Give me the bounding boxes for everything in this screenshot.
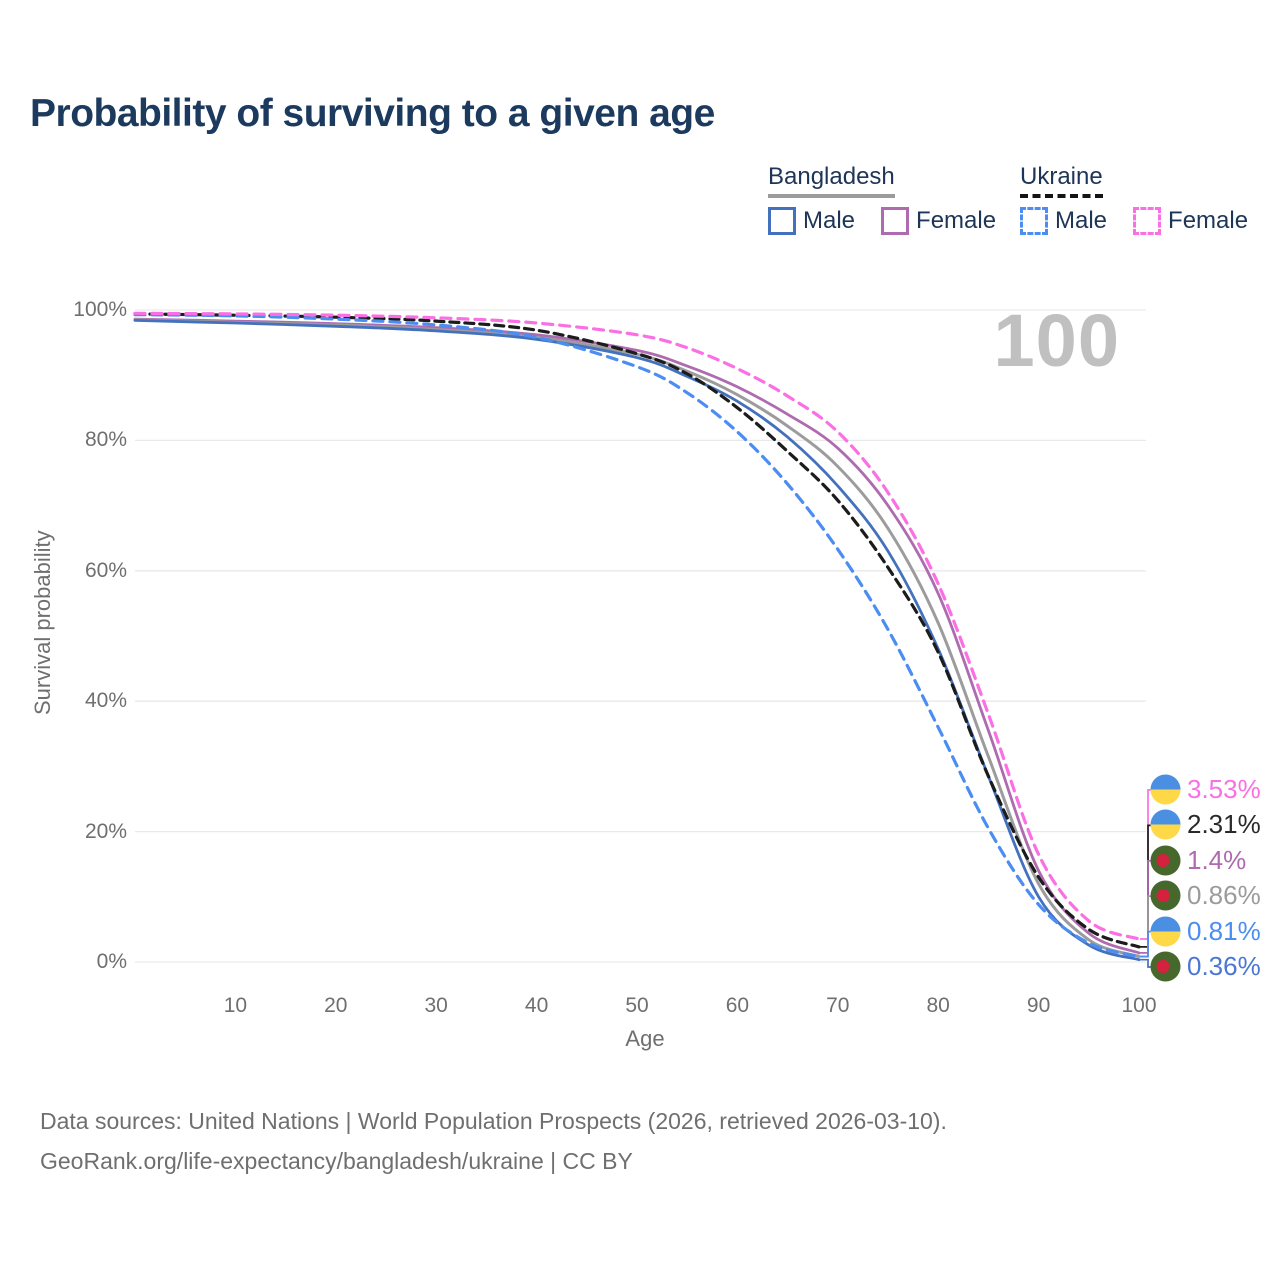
end-label-ukraine-both-sexes[interactable]: 2.31% xyxy=(1150,809,1261,840)
x-tick-label: 100 xyxy=(1121,994,1157,1017)
line-ukraine-both-sexes[interactable] xyxy=(133,312,1141,949)
legend-group-bangladesh: Bangladesh Male Female xyxy=(768,163,996,235)
ukraine-flag-icon xyxy=(1150,774,1181,805)
ukraine-flag-icon xyxy=(1150,916,1181,947)
legend-group-ukraine: Ukraine Male Female xyxy=(1020,163,1248,235)
solid-line-swatch-icon xyxy=(881,207,910,235)
dashed-line-swatch-icon xyxy=(1020,207,1048,235)
end-label-value: 0.81% xyxy=(1187,915,1261,946)
legend-item-label: Male xyxy=(1055,207,1108,234)
legend-item-label: Female xyxy=(1168,207,1249,234)
legend-item-ukraine-male[interactable]: Male xyxy=(1020,207,1107,235)
end-label-bangladesh-male[interactable]: 0.36% xyxy=(1150,951,1261,982)
bangladesh-flag-icon xyxy=(1150,951,1181,982)
end-label-value: 3.53% xyxy=(1187,774,1261,804)
x-tick-label: 90 xyxy=(1026,994,1051,1017)
legend-item-bangladesh-male[interactable]: Male xyxy=(768,207,855,235)
ukraine-flag-icon xyxy=(1150,809,1181,840)
x-tick-label: 30 xyxy=(424,994,448,1017)
legend-header-bangladesh[interactable]: Bangladesh xyxy=(768,163,895,198)
plot-area[interactable] xyxy=(135,310,1139,962)
y-tick-label: 40% xyxy=(84,689,127,713)
legend-item-bangladesh-female[interactable]: Female xyxy=(881,207,996,235)
legend-header-ukraine[interactable]: Ukraine xyxy=(1020,163,1103,198)
legend-items-bangladesh: Male Female xyxy=(768,207,996,235)
y-tick-label: 20% xyxy=(84,819,127,843)
source-url: GeoRank.org/life-expectancy/bangladesh/u… xyxy=(40,1148,633,1174)
x-axis-title: Age xyxy=(625,1026,665,1051)
end-label-value: 0.36% xyxy=(1187,951,1261,981)
y-tick-label: 100% xyxy=(73,298,127,321)
end-label-bangladesh-female[interactable]: 1.4% xyxy=(1150,845,1246,876)
hovered-age-watermark: 100 xyxy=(994,298,1120,383)
end-label-bangladesh-both-sexes[interactable]: 0.86% xyxy=(1150,880,1261,911)
end-label-value: 0.86% xyxy=(1187,880,1261,911)
data-sources-note: Data sources: United Nations | World Pop… xyxy=(40,1108,947,1134)
y-tick-label: 60% xyxy=(84,558,127,582)
x-tick-label: 70 xyxy=(826,994,850,1017)
end-label-ukraine-male[interactable]: 0.81% xyxy=(1150,916,1261,947)
y-tick-label: 80% xyxy=(84,428,127,452)
x-tick-label: 50 xyxy=(625,994,649,1017)
line-bangladesh-male[interactable] xyxy=(133,319,1141,962)
x-tick-label: 20 xyxy=(324,994,348,1017)
x-tick-label: 10 xyxy=(223,994,248,1017)
x-tick-label: 80 xyxy=(926,994,950,1017)
bangladesh-flag-icon xyxy=(1150,845,1181,876)
page-title: Probability of surviving to a given age xyxy=(30,92,715,135)
legend-item-ukraine-female[interactable]: Female xyxy=(1133,207,1248,235)
end-label-value: 2.31% xyxy=(1187,809,1261,840)
dashed-line-swatch-icon xyxy=(1133,207,1162,235)
line-ukraine-female[interactable] xyxy=(133,311,1141,941)
bangladesh-flag-icon xyxy=(1150,880,1181,911)
legend-item-label: Female xyxy=(916,207,997,234)
y-axis-title: Survival probability xyxy=(30,530,55,715)
x-tick-label: 40 xyxy=(524,994,549,1017)
x-tick-label: 60 xyxy=(725,994,750,1017)
end-label-value: 1.4% xyxy=(1187,844,1247,875)
line-ukraine-male[interactable] xyxy=(133,313,1141,959)
y-tick-label: 0% xyxy=(96,950,127,973)
solid-line-swatch-icon xyxy=(768,207,796,235)
end-label-ukraine-female[interactable]: 3.53% xyxy=(1150,774,1261,805)
legend-item-label: Male xyxy=(803,207,856,234)
legend-items-ukraine: Male Female xyxy=(1020,207,1248,235)
